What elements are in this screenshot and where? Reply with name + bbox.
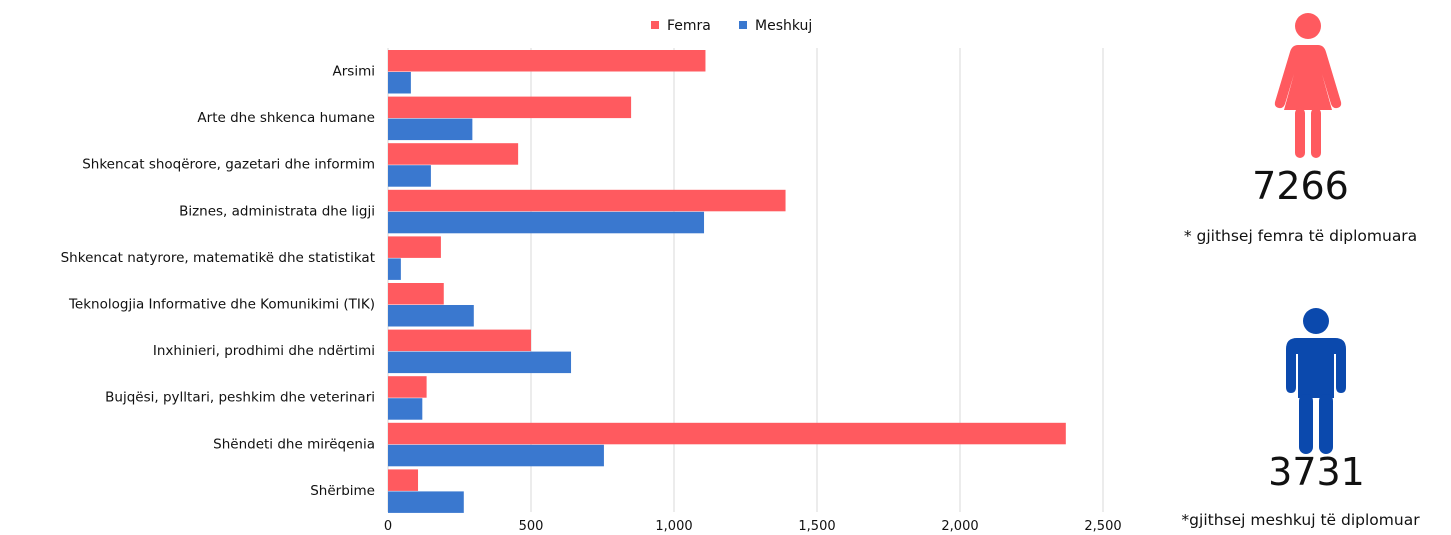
x-tick-labels: 0 500 1,000 1,500 2,000 2,500 <box>384 519 1122 534</box>
bar-femra <box>388 329 531 352</box>
bar-femra <box>388 96 632 119</box>
legend-label: Femra <box>667 18 711 34</box>
bar-meshkuj <box>388 398 423 420</box>
legend-label: Meshkuj <box>755 18 812 34</box>
male-total-note: *gjithsej meshkuj të diplomuar <box>1181 511 1420 529</box>
x-tick-label: 2,000 <box>941 519 978 534</box>
male-figure-icon <box>1286 308 1346 454</box>
category-label: Shëndeti dhe mirëqenia <box>213 436 375 452</box>
category-label: Bujqësi, pylltari, peshkim dhe veterinar… <box>105 390 375 406</box>
category-labels: Arsimi Arte dhe shkenca humane Shkencat sh… <box>61 64 375 499</box>
bar-femra <box>388 422 1066 445</box>
bar-femra <box>388 469 419 491</box>
bar-femra <box>388 189 786 212</box>
category-label: Shërbime <box>310 483 375 499</box>
category-label: Shkencat shoqërore, gazetari dhe informi… <box>82 157 375 173</box>
bar-meshkuj <box>388 165 431 187</box>
bar-meshkuj <box>388 444 604 467</box>
category-label: Shkencat natyrore, matematikë dhe statis… <box>61 250 375 266</box>
male-total: 3731 <box>1268 450 1365 494</box>
category-label: Biznes, administrata dhe ligji <box>179 203 375 219</box>
totals-panel: 7266 * gjithsej femra të diplomuara 3731… <box>1150 0 1451 535</box>
bar-femra <box>388 50 706 72</box>
bar-femra <box>388 236 441 258</box>
female-total-note: * gjithsej femra të diplomuara <box>1183 227 1418 245</box>
x-tick-label: 1,500 <box>798 519 835 534</box>
category-label: Arte dhe shkenca humane <box>197 110 375 126</box>
bar-meshkuj <box>388 491 464 513</box>
x-tick-label: 500 <box>519 519 544 534</box>
bar-meshkuj <box>388 258 401 280</box>
legend-swatch <box>651 21 659 29</box>
x-tick-label: 1,000 <box>655 519 692 534</box>
legend-swatch <box>739 21 747 29</box>
bar-chart: Arsimi Arte dhe shkenca humane Shkencat sh… <box>61 18 1122 534</box>
bar-femra <box>388 143 519 165</box>
bar-femra <box>388 376 427 398</box>
bar-meshkuj <box>388 72 411 94</box>
bar-meshkuj <box>388 118 473 141</box>
bar-femra <box>388 283 444 305</box>
category-label: Inxhinieri, prodhimi dhe ndërtimi <box>153 343 375 359</box>
category-label: Arsimi <box>333 64 375 80</box>
x-tick-label: 0 <box>384 519 392 534</box>
bar-meshkuj <box>388 351 572 374</box>
x-tick-label: 2,500 <box>1084 519 1121 534</box>
category-label: Teknologjia Informative dhe Komunikimi (… <box>68 297 375 313</box>
bars-group <box>388 50 1066 513</box>
legend: Femra Meshkuj <box>651 18 812 34</box>
bar-meshkuj <box>388 305 474 327</box>
female-figure-icon <box>1274 13 1342 158</box>
bar-meshkuj <box>388 211 705 234</box>
female-total: 7266 <box>1252 164 1349 208</box>
